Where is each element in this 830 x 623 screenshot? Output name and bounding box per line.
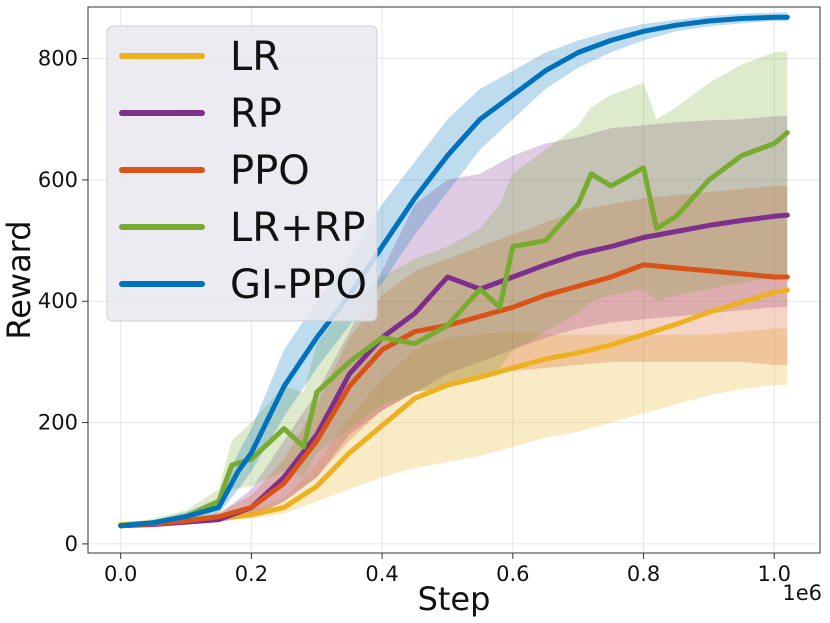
legend-box — [106, 25, 378, 322]
line-lr — [118, 287, 790, 527]
legend-label-lr: LR — [230, 34, 280, 80]
line-ppo — [118, 262, 790, 529]
band-lr-rp — [120, 51, 788, 527]
y-tick-label: 200 — [38, 411, 78, 435]
y-tick-label: 0 — [65, 532, 78, 556]
band-gi-ppo — [120, 12, 788, 527]
band-lr — [120, 328, 788, 526]
y-tick-label: 600 — [38, 168, 78, 192]
x-tick-label: 1.0 — [758, 562, 791, 586]
x-axis-exponent: 1e6 — [782, 581, 822, 605]
line-gi-ppo — [118, 14, 790, 529]
x-tick-label: 0.8 — [627, 562, 660, 586]
legend-label-ppo: PPO — [230, 148, 310, 194]
x-tick-label: 0.0 — [104, 562, 137, 586]
y-tick-label: 400 — [38, 289, 78, 313]
y-axis-ticks: 0 200 400 600 800 — [38, 47, 88, 556]
x-tick-label: 0.4 — [365, 562, 398, 586]
legend: LR RP PPO LR+RP GI-PPO — [106, 25, 378, 322]
x-tick-label: 0.2 — [235, 562, 268, 586]
legend-label-rp: RP — [230, 91, 282, 137]
legend-label-gi-ppo: GI-PPO — [230, 262, 367, 308]
x-tick-label: 0.6 — [496, 562, 529, 586]
x-axis-ticks: 0.0 0.2 0.4 0.6 0.8 1.0 — [104, 553, 791, 586]
plot-frame — [87, 6, 821, 554]
legend-label-lr-rp: LR+RP — [230, 205, 366, 251]
line-lr-rp — [118, 130, 790, 529]
y-axis-label: Reward — [0, 220, 38, 339]
series-lines — [118, 14, 790, 529]
y-tick-label: 800 — [38, 47, 78, 71]
x-axis-label: Step — [418, 580, 491, 618]
